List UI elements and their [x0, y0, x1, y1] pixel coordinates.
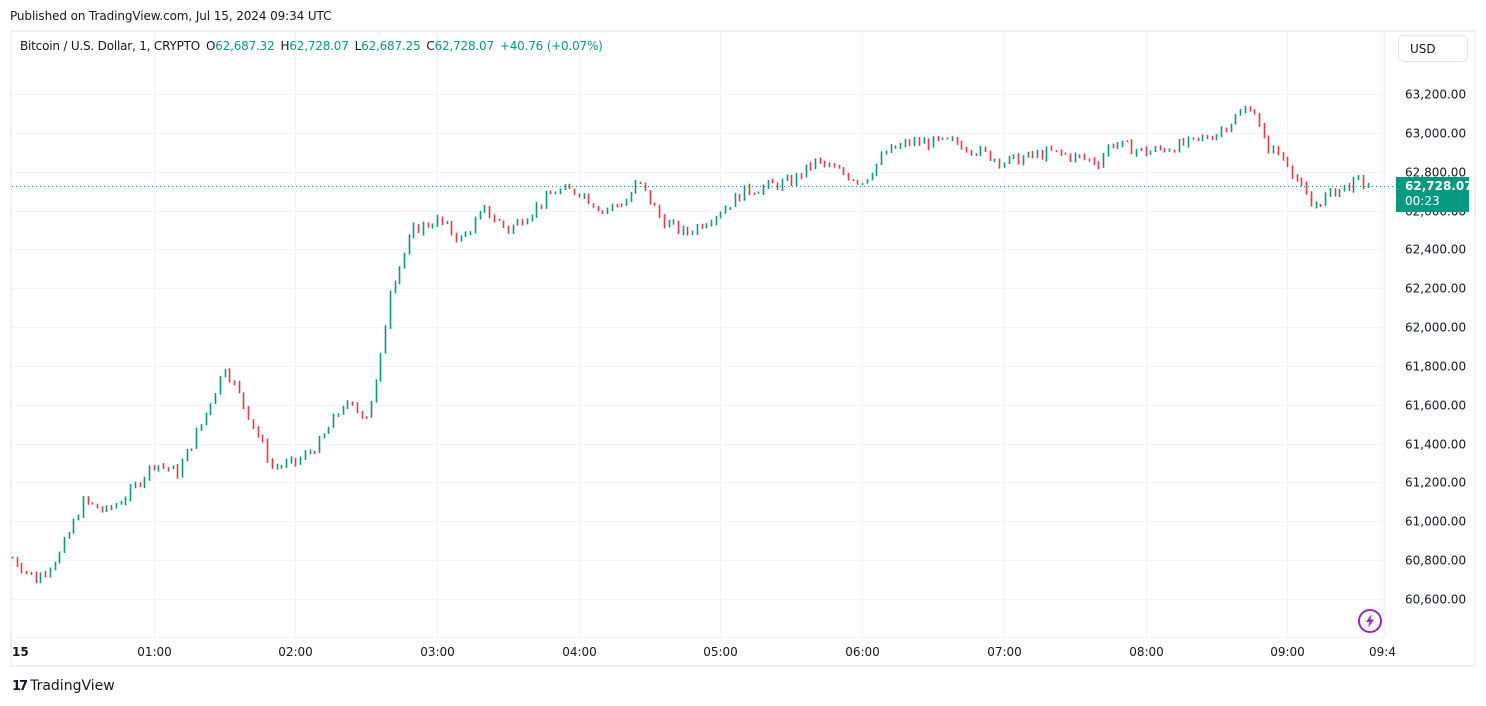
tradingview-logo-icon: 17: [12, 678, 28, 694]
tradingview-brand[interactable]: 17 TradingView: [12, 678, 115, 694]
x-tick-label: 08:00: [1129, 645, 1164, 659]
y-tick-label: 62,200.00: [1405, 282, 1466, 296]
ohlc-legend: Bitcoin / U.S. Dollar, 1, CRYPTO O62,687.…: [20, 39, 603, 53]
y-tick-label: 61,000.00: [1405, 515, 1466, 529]
x-tick-label: 06:00: [845, 645, 880, 659]
y-tick-label: 62,000.00: [1405, 321, 1466, 335]
y-tick-label: 63,000.00: [1405, 127, 1466, 141]
x-tick-label: 03:00: [420, 645, 455, 659]
published-caption: Published on TradingView.com, Jul 15, 20…: [10, 9, 332, 23]
y-tick-label: 60,600.00: [1405, 593, 1466, 607]
brand-name: TradingView: [30, 678, 115, 694]
open-value: 62,687.32: [215, 39, 275, 53]
symbol-title[interactable]: Bitcoin / U.S. Dollar, 1, CRYPTO: [20, 39, 200, 53]
last-price-tag: 62,728.07 00:23: [1396, 177, 1473, 212]
grid-lines: [12, 32, 1385, 638]
lightning-icon[interactable]: [1358, 609, 1382, 633]
candles: [11, 105, 1370, 584]
x-tick-label: 01:00: [137, 645, 172, 659]
low-value: 62,687.25: [361, 39, 421, 53]
last-price: 62,728.07: [1405, 179, 1473, 193]
x-tick-label: 07:00: [987, 645, 1022, 659]
time-axis: 15 01:00 02:00 03:00 04:00 05:00 06:00 07:00 08:…: [12, 645, 1396, 659]
price-axis: 63,200.0063,000.0062,800.0062,600.0062,4…: [1405, 88, 1466, 607]
y-tick-label: 63,200.00: [1405, 88, 1466, 102]
change-value: +40.76 (+0.07%): [499, 39, 603, 53]
close-value: 62,728.07: [434, 39, 494, 53]
y-tick-label: 61,800.00: [1405, 360, 1466, 374]
x-tick-label: 09:4: [1369, 645, 1396, 659]
x-tick-label: 15: [12, 645, 29, 659]
y-tick-label: 62,400.00: [1405, 243, 1466, 257]
y-tick-label: 62,800.00: [1405, 166, 1466, 180]
x-tick-label: 02:00: [278, 645, 313, 659]
high-value: 62,728.07: [289, 39, 349, 53]
x-tick-label: 04:00: [562, 645, 597, 659]
y-tick-label: 61,200.00: [1405, 476, 1466, 490]
y-tick-label: 60,800.00: [1405, 554, 1466, 568]
x-tick-label: 09:00: [1270, 645, 1305, 659]
y-tick-label: 61,600.00: [1405, 399, 1466, 413]
x-tick-label: 05:00: [703, 645, 738, 659]
bar-countdown: 00:23: [1405, 194, 1440, 208]
y-tick-label: 61,400.00: [1405, 438, 1466, 452]
currency-button[interactable]: USD: [1398, 35, 1468, 62]
